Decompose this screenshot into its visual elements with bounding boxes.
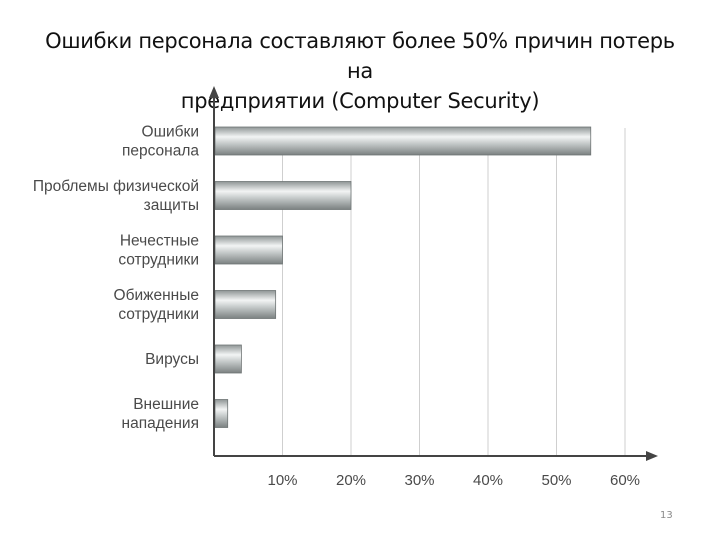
x-tick-label: 20%: [336, 472, 366, 489]
bar: [214, 399, 229, 428]
category-labels: Ошибки персонала Проблемы физической защиты…: [33, 124, 200, 433]
bar: [214, 290, 277, 319]
x-tick-label: 50%: [541, 472, 571, 489]
x-axis-arrow: [646, 451, 658, 461]
bars: [214, 126, 592, 428]
category-label: защиты: [144, 197, 199, 214]
y-axis-arrow: [209, 86, 219, 98]
x-tick-label: 60%: [610, 472, 640, 489]
category-label: Нечестные: [120, 233, 199, 250]
page-number: 13: [660, 510, 673, 521]
x-tick-label: 10%: [267, 472, 297, 489]
bar: [214, 181, 352, 210]
slide-title: Ошибки персонала составляют более 50% пр…: [30, 26, 690, 116]
category-label: сотрудники: [118, 252, 199, 269]
category-label: Вирусы: [145, 351, 199, 368]
category-label: сотрудники: [118, 306, 199, 323]
category-label: Проблемы физической: [33, 178, 199, 195]
bar: [214, 126, 592, 156]
slide-title-line-1: Ошибки персонала составляют более 50% пр…: [45, 29, 675, 83]
bar: [214, 235, 283, 265]
x-tick-label: 40%: [473, 472, 503, 489]
x-tick-labels: 10% 20% 30% 40% 50% 60%: [267, 472, 640, 489]
category-label: нападения: [122, 415, 199, 432]
axes: [209, 86, 658, 461]
category-label: персонала: [122, 143, 199, 160]
category-label: Ошибки: [142, 124, 199, 141]
bar: [214, 344, 242, 374]
gridlines: [282, 128, 626, 456]
x-tick-label: 30%: [404, 472, 434, 489]
slide-title-line-2: предприятии (Computer Security): [180, 89, 540, 113]
category-label: Внешние: [133, 396, 199, 413]
category-label: Обиженные: [114, 287, 199, 304]
